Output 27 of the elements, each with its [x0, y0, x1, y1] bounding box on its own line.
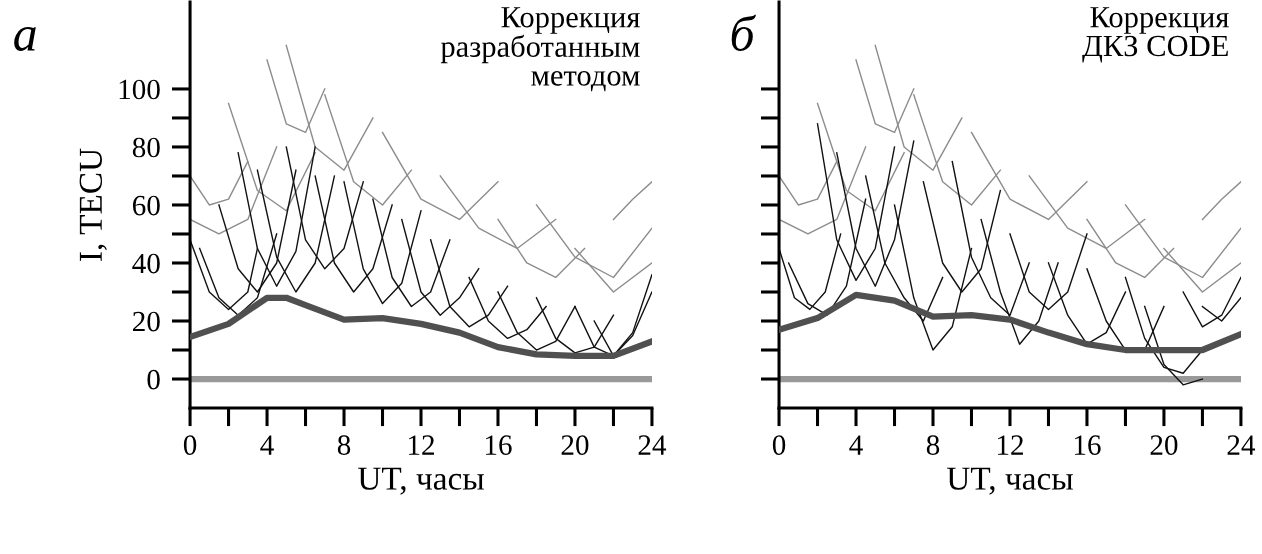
- y-tick-label: 100: [119, 79, 160, 100]
- y-tick-label: 20: [133, 311, 160, 332]
- x-tick-label: 24: [1227, 435, 1256, 455]
- x-tick-label: 16: [485, 435, 512, 455]
- x-tick-label: 12: [997, 435, 1023, 455]
- x-tick-label: 4: [849, 435, 863, 455]
- chart-title: б: [731, 14, 756, 51]
- x-tick-label: 20: [561, 435, 589, 455]
- x-tick-label: 12: [408, 435, 434, 455]
- y-tick-label: 40: [132, 253, 160, 274]
- text: Коррекция ДКЗ CODE: [1082, 7, 1229, 63]
- x-tick-label: 16: [1074, 435, 1101, 455]
- x-tick-label: 8: [337, 435, 351, 455]
- y-tick-label: 60: [132, 195, 160, 216]
- y-tick-label: 80: [132, 137, 160, 158]
- text: Коррекция разработанным методом: [440, 7, 640, 92]
- y-tick-label: 0: [147, 369, 160, 390]
- x-tick-label: 8: [926, 435, 940, 455]
- x-axis-title: UT, часы: [946, 467, 1073, 495]
- x-tick-label: 0: [183, 435, 197, 455]
- x-tick-label: 20: [1150, 435, 1178, 455]
- y-axis-title: I, TECU: [79, 148, 107, 261]
- x-axis-title: UT, часы: [358, 467, 484, 495]
- x-tick-label: 24: [638, 435, 667, 455]
- x-tick-label: 4: [260, 435, 274, 455]
- chart-title: а: [14, 26, 36, 52]
- x-tick-label: 0: [772, 435, 786, 455]
